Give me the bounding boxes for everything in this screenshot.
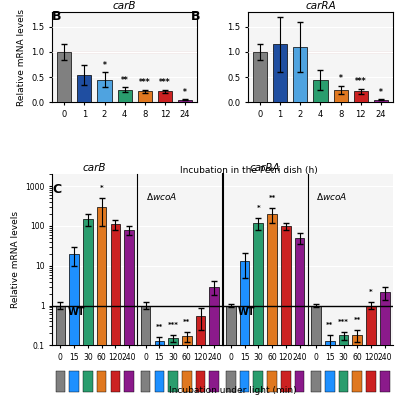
Bar bbox=[154, 371, 164, 392]
Bar bbox=[334, 90, 348, 102]
Bar bbox=[311, 306, 321, 397]
Text: C: C bbox=[52, 183, 61, 196]
Text: B: B bbox=[190, 10, 200, 23]
Bar bbox=[124, 230, 134, 397]
Text: B: B bbox=[52, 10, 62, 23]
Bar bbox=[117, 90, 132, 102]
Bar bbox=[226, 371, 236, 392]
Text: *: * bbox=[257, 205, 260, 211]
Bar bbox=[158, 91, 172, 102]
Bar bbox=[253, 371, 263, 392]
Bar bbox=[111, 224, 120, 397]
Text: ***: *** bbox=[168, 322, 178, 328]
Bar bbox=[314, 79, 328, 102]
Bar bbox=[374, 100, 388, 102]
Bar bbox=[253, 223, 263, 397]
Text: **: ** bbox=[354, 317, 361, 323]
Bar bbox=[273, 44, 287, 102]
Text: Incubation in the Petri dish (h): Incubation in the Petri dish (h) bbox=[180, 166, 318, 175]
Text: ***: *** bbox=[338, 319, 349, 325]
Y-axis label: Relative mRNA levels: Relative mRNA levels bbox=[17, 8, 26, 106]
Title: carRA: carRA bbox=[250, 163, 281, 173]
Text: *: * bbox=[103, 60, 106, 69]
Bar bbox=[267, 371, 277, 392]
Bar bbox=[97, 207, 106, 397]
Bar bbox=[124, 371, 134, 392]
Bar bbox=[196, 371, 205, 392]
Text: WT: WT bbox=[67, 306, 85, 316]
Bar bbox=[168, 338, 178, 397]
Bar bbox=[209, 287, 219, 397]
Bar bbox=[352, 371, 362, 392]
Bar bbox=[295, 371, 304, 392]
Bar bbox=[339, 371, 348, 392]
Text: ***: *** bbox=[139, 78, 151, 87]
Bar bbox=[111, 371, 120, 392]
Text: ***: *** bbox=[159, 78, 171, 87]
Bar bbox=[325, 341, 334, 397]
Bar bbox=[226, 306, 236, 397]
Bar bbox=[196, 316, 205, 397]
Bar bbox=[209, 371, 219, 392]
Bar bbox=[154, 341, 164, 397]
Bar bbox=[178, 100, 192, 102]
Bar bbox=[281, 371, 291, 392]
Text: **: ** bbox=[326, 322, 333, 328]
Text: **: ** bbox=[121, 75, 129, 85]
Bar bbox=[141, 306, 150, 397]
Text: *: * bbox=[183, 88, 187, 96]
Bar bbox=[182, 336, 192, 397]
Bar bbox=[267, 214, 277, 397]
Text: $\Delta$wcoA: $\Delta$wcoA bbox=[316, 191, 348, 202]
Text: WT: WT bbox=[238, 306, 255, 316]
Bar bbox=[83, 371, 93, 392]
Bar bbox=[83, 219, 93, 397]
Text: **: ** bbox=[156, 324, 163, 330]
Y-axis label: Relative mRNA levels: Relative mRNA levels bbox=[10, 211, 20, 308]
Bar bbox=[366, 306, 376, 397]
Title: carRA: carRA bbox=[305, 1, 336, 11]
Text: Incubation under light (min): Incubation under light (min) bbox=[169, 386, 296, 395]
Title: carB: carB bbox=[113, 1, 136, 11]
Bar bbox=[97, 79, 111, 102]
Text: **: ** bbox=[268, 195, 275, 201]
Bar bbox=[281, 226, 291, 397]
Text: *: * bbox=[100, 185, 103, 191]
Text: *: * bbox=[369, 289, 373, 295]
Bar bbox=[77, 75, 91, 102]
Bar bbox=[240, 371, 249, 392]
Bar bbox=[141, 371, 150, 392]
Text: **: ** bbox=[183, 319, 190, 325]
Bar bbox=[380, 292, 389, 397]
Bar bbox=[168, 371, 178, 392]
Bar bbox=[354, 91, 368, 102]
Bar bbox=[69, 371, 79, 392]
Bar bbox=[57, 52, 71, 102]
Title: carB: carB bbox=[83, 163, 107, 173]
Bar bbox=[56, 371, 65, 392]
Bar bbox=[97, 371, 106, 392]
Bar bbox=[293, 47, 307, 102]
Bar bbox=[352, 335, 362, 397]
Bar bbox=[253, 52, 267, 102]
Bar bbox=[325, 371, 334, 392]
Bar bbox=[56, 306, 65, 397]
Bar bbox=[295, 238, 304, 397]
Bar bbox=[339, 335, 348, 397]
Bar bbox=[366, 371, 376, 392]
Bar bbox=[311, 371, 321, 392]
Text: *: * bbox=[379, 88, 383, 96]
Text: $\Delta$wcoA: $\Delta$wcoA bbox=[146, 191, 177, 202]
Bar bbox=[240, 261, 249, 397]
Bar bbox=[138, 91, 152, 102]
Text: ***: *** bbox=[355, 77, 367, 86]
Bar bbox=[380, 371, 389, 392]
Bar bbox=[182, 371, 192, 392]
Text: *: * bbox=[339, 74, 342, 83]
Bar bbox=[69, 254, 79, 397]
